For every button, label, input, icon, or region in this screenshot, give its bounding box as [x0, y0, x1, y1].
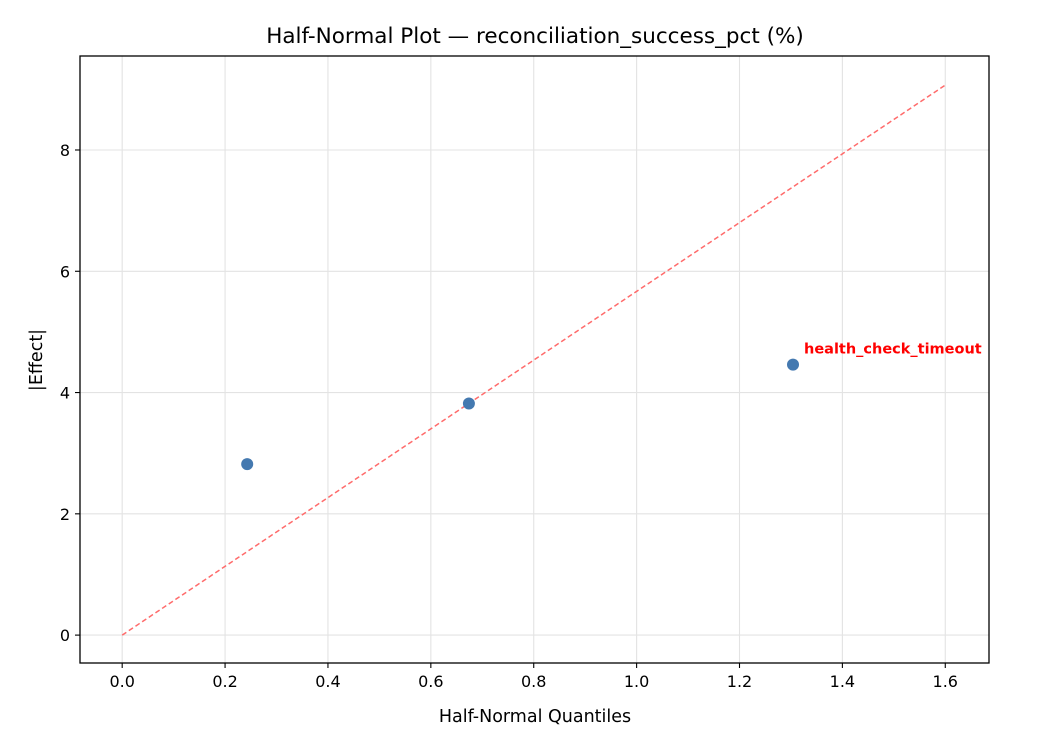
- reference-line: [121, 84, 946, 636]
- y-tick-label: 6: [60, 262, 70, 281]
- y-tick-label: 0: [60, 626, 70, 645]
- x-tick-label: 0.6: [418, 672, 443, 691]
- x-tick-label: 0.8: [521, 672, 546, 691]
- x-tick-label: 1.6: [933, 672, 958, 691]
- x-tick-label: 0.4: [315, 672, 340, 691]
- x-tick-label: 1.4: [830, 672, 855, 691]
- y-tick-label: 2: [60, 505, 70, 524]
- data-point: [241, 458, 254, 471]
- data-point: [462, 397, 475, 410]
- x-axis-label: Half-Normal Quantiles: [439, 707, 631, 727]
- y-tick-label: 4: [60, 384, 70, 403]
- x-tick-label: 0.0: [109, 672, 134, 691]
- y-axis-label: |Effect|: [27, 329, 47, 391]
- grid: [80, 56, 989, 663]
- x-tick-label: 1.0: [624, 672, 649, 691]
- plot-frame: [79, 55, 990, 664]
- y-tick-label: 8: [60, 141, 70, 160]
- reference-line-group: [121, 84, 946, 636]
- y-axis: 0 2 4 6 8: [60, 141, 80, 645]
- x-tick-label: 1.2: [727, 672, 752, 691]
- chart-title: Half-Normal Plot — reconciliation_succes…: [266, 24, 804, 49]
- point-annotation: health_check_timeout: [804, 342, 982, 358]
- x-tick-label: 0.2: [212, 672, 237, 691]
- points-group: health_check_timeout: [241, 342, 982, 471]
- data-point: [787, 358, 800, 371]
- x-axis: 0.0 0.2 0.4 0.6 0.8 1.0 1.2 1.4 1.6: [109, 663, 958, 691]
